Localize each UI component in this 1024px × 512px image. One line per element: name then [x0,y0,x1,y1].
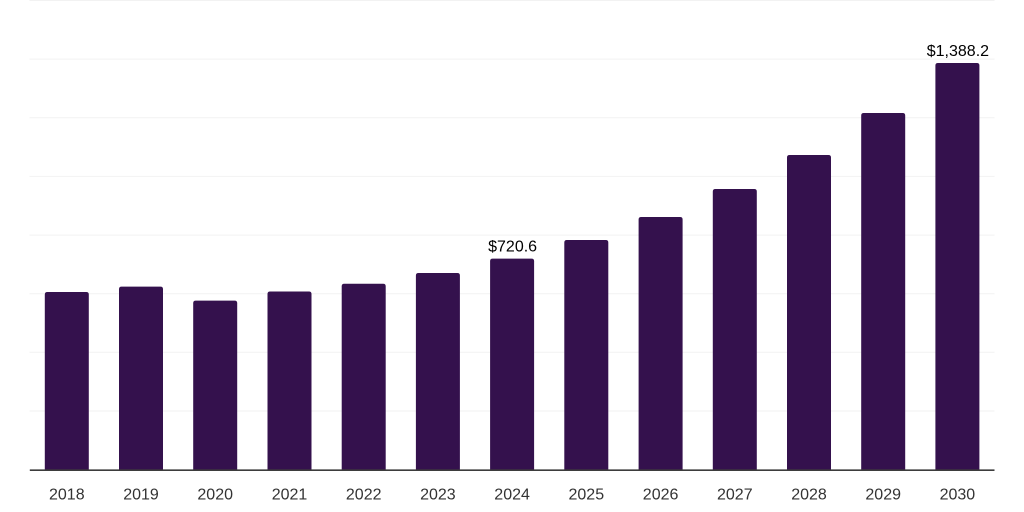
svg-text:2022: 2022 [346,487,382,504]
svg-text:2024: 2024 [494,487,530,504]
svg-text:$1,388.2: $1,388.2 [927,43,989,60]
svg-text:2021: 2021 [272,487,308,504]
svg-text:2027: 2027 [717,487,753,504]
svg-text:2026: 2026 [643,487,679,504]
svg-text:2025: 2025 [569,487,605,504]
svg-text:2020: 2020 [197,487,233,504]
svg-text:2028: 2028 [791,487,827,504]
svg-text:2019: 2019 [123,487,159,504]
svg-text:2023: 2023 [420,487,456,504]
svg-text:2018: 2018 [49,487,85,504]
svg-text:2029: 2029 [865,487,901,504]
svg-text:$720.6: $720.6 [488,238,537,255]
svg-text:2030: 2030 [940,487,976,504]
